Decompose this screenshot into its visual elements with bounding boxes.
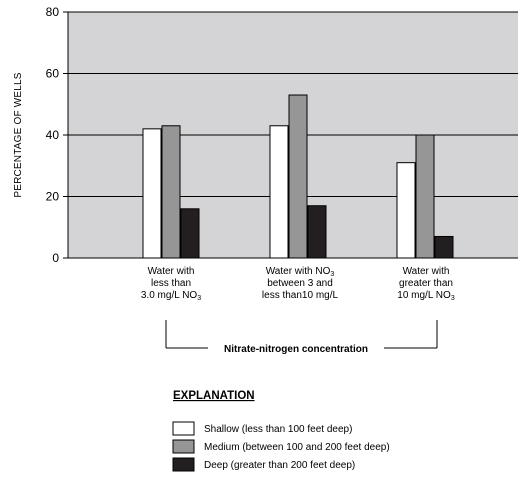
bars [142, 94, 454, 259]
category-label: Water with [403, 266, 450, 277]
category-label: less than10 mg/L [262, 290, 339, 301]
legend-title: EXPLANATION [173, 390, 255, 402]
category-label: less than [151, 278, 191, 289]
bar-medium [161, 125, 181, 259]
legend-label-shallow: Shallow (less than 100 feet deep) [204, 424, 352, 435]
bar-deep [434, 235, 454, 259]
y-tick-label: 20 [46, 190, 60, 204]
y-tick-label: 40 [46, 128, 60, 142]
legend-swatch-deep [172, 457, 195, 472]
legend-label-medium: Medium (between 100 and 200 feet deep) [204, 442, 390, 453]
category-label: between 3 and [267, 278, 333, 289]
category-label: Water with NO3 [266, 266, 335, 278]
bar-medium [288, 94, 308, 259]
category-label: greater than [399, 278, 453, 289]
bar-deep [307, 205, 327, 259]
legend-label-deep: Deep (greater than 200 feet deep) [204, 460, 355, 471]
legend-swatch-medium [172, 439, 195, 454]
bar-deep [180, 208, 200, 259]
y-tick-label: 0 [52, 251, 59, 265]
y-axis-label: PERCENTAGE OF WELLS [13, 72, 24, 197]
legend: Shallow (less than 100 feet deep) Medium … [172, 421, 390, 472]
y-tick-label: 80 [46, 5, 60, 19]
bar-shallow [269, 125, 289, 259]
category-label: 3.0 mg/L NO3 [141, 290, 201, 302]
bar-shallow [142, 128, 162, 259]
legend-swatch-shallow [172, 421, 195, 436]
y-axis-ticks: 0 20 40 60 80 [46, 5, 68, 265]
bar-shallow [396, 162, 416, 259]
bracket-label: Nitrate-nitrogen concentration [224, 344, 368, 355]
category-label: Water with [148, 266, 195, 277]
category-label: 10 mg/L NO3 [397, 290, 455, 302]
bar-medium [415, 134, 435, 259]
y-tick-label: 60 [46, 67, 60, 81]
bracket [165, 320, 438, 349]
